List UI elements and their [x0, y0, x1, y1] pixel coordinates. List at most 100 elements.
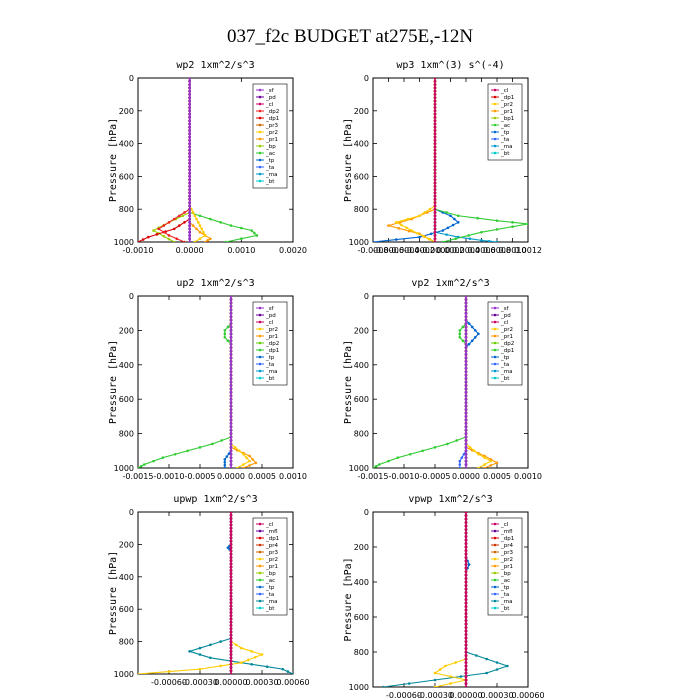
- y-tick-label: 400: [119, 140, 134, 149]
- data-point: [433, 145, 437, 149]
- data-point: [152, 229, 155, 232]
- data-point: [225, 455, 229, 458]
- data-point: [458, 335, 462, 339]
- data-point: [433, 224, 437, 227]
- data-point: [240, 237, 243, 241]
- legend-marker: [258, 341, 262, 345]
- legend-label: _ta: [265, 592, 274, 598]
- data-point: [198, 224, 202, 227]
- data-point: [191, 211, 195, 214]
- data-point: [464, 425, 468, 429]
- data-point: [229, 459, 233, 463]
- data-point: [441, 229, 445, 232]
- data-point: [464, 608, 468, 612]
- data-point: [433, 106, 437, 109]
- x-tick-label: 0.0000: [452, 472, 480, 481]
- data-point: [229, 466, 233, 468]
- data-point: [167, 237, 171, 241]
- y-tick-label: 800: [354, 648, 369, 657]
- data-point: [464, 601, 468, 605]
- data-point: [464, 435, 468, 439]
- data-point: [464, 556, 468, 559]
- data-point: [229, 449, 233, 453]
- x-tick-label: -0.0000: [420, 246, 451, 255]
- legend-label: _dp1: [265, 536, 279, 542]
- legend-label: _tp: [265, 355, 275, 361]
- data-point: [464, 619, 468, 622]
- x-tick-label: -0.00060: [151, 678, 187, 687]
- legend-marker: [493, 144, 497, 148]
- data-point: [464, 349, 468, 353]
- data-point: [147, 235, 150, 239]
- data-point: [242, 463, 245, 466]
- series-line-dp1: [138, 78, 191, 242]
- data-point: [464, 377, 468, 380]
- y-tick-label: 200: [354, 326, 369, 335]
- data-point: [464, 661, 468, 664]
- series-line-pr1: [230, 296, 257, 468]
- data-point: [172, 227, 176, 231]
- data-point: [464, 446, 468, 449]
- x-tick-label: -0.0006: [373, 246, 404, 255]
- data-point: [183, 211, 186, 214]
- data-point: [198, 446, 202, 449]
- y-axis-label: Pressure [hPa]: [343, 340, 354, 424]
- y-tick-label: 600: [119, 395, 134, 404]
- data-point: [464, 626, 468, 629]
- data-point: [464, 387, 468, 391]
- data-point: [410, 229, 414, 232]
- data-point: [464, 535, 468, 538]
- data-point: [281, 667, 284, 671]
- data-point: [196, 221, 200, 224]
- data-point: [223, 460, 227, 464]
- data-point: [387, 459, 390, 463]
- data-point: [229, 549, 233, 553]
- data-point: [489, 464, 493, 467]
- data-point: [229, 630, 233, 634]
- data-point: [477, 452, 480, 456]
- data-point: [464, 463, 468, 466]
- data-point: [229, 335, 233, 339]
- legend-label: _bt: [265, 179, 275, 185]
- data-point: [188, 122, 191, 126]
- data-point: [198, 653, 202, 656]
- legend-label: _pr3: [265, 123, 279, 129]
- data-point: [229, 428, 233, 432]
- data-point: [464, 633, 468, 636]
- data-point: [248, 464, 251, 467]
- legend-marker: [493, 327, 497, 331]
- data-point: [433, 191, 437, 195]
- legend-label: _ta: [265, 362, 274, 368]
- legend-label: _dp1: [265, 348, 279, 354]
- legend-marker: [258, 355, 262, 359]
- data-point: [229, 546, 233, 549]
- series-line-bp: [152, 78, 191, 242]
- data-point: [433, 165, 437, 168]
- data-point: [229, 659, 233, 663]
- data-point: [226, 546, 230, 549]
- x-tick-label: 0.00030: [480, 691, 513, 700]
- legend-marker: [258, 592, 262, 596]
- data-point: [444, 664, 447, 668]
- series-line-pr2: [138, 512, 264, 674]
- data-point: [229, 627, 233, 630]
- legend-marker: [258, 158, 262, 162]
- data-point: [427, 237, 431, 241]
- data-point: [464, 370, 468, 373]
- data-point: [229, 463, 233, 466]
- data-point: [188, 178, 191, 181]
- data-point: [251, 458, 254, 461]
- data-point: [188, 79, 191, 83]
- data-point: [227, 452, 231, 455]
- panels: wp2 1xm^2/s^3 Pressure [hPa] 0 200 400 600 800…: [108, 60, 545, 700]
- data-point: [408, 452, 412, 456]
- data-point: [229, 598, 233, 601]
- legend-label: _tp: [500, 355, 510, 361]
- data-point: [198, 667, 202, 671]
- data-point: [468, 237, 472, 241]
- legend-label: _pr1: [265, 334, 278, 340]
- data-point: [433, 129, 437, 132]
- data-point: [464, 318, 468, 322]
- data-point: [188, 201, 191, 204]
- data-point: [229, 591, 233, 595]
